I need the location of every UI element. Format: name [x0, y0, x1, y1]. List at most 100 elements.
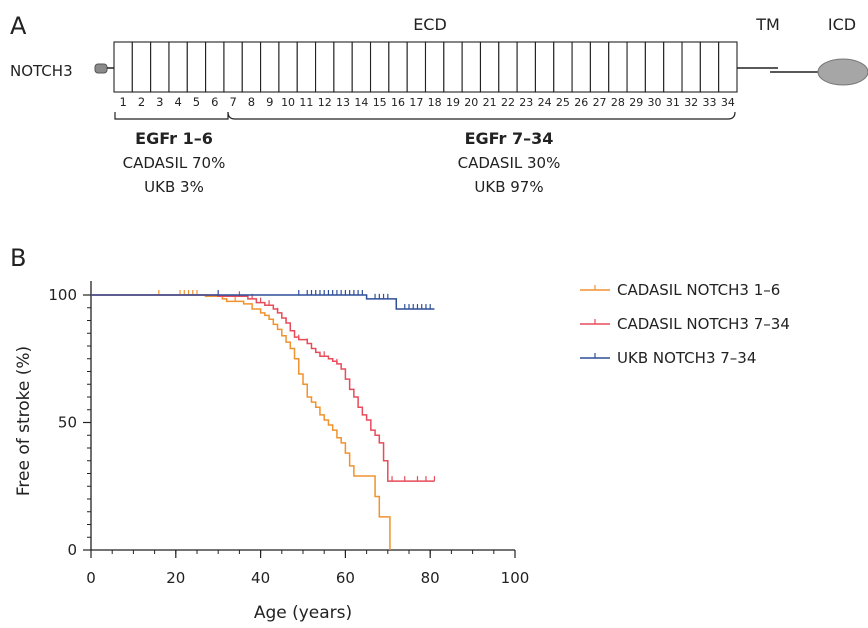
- egf-repeat-box: [516, 41, 536, 93]
- egf-repeat-number: 17: [409, 96, 423, 109]
- x-tick-label: 60: [336, 569, 355, 587]
- egf-repeat-box: [663, 41, 683, 93]
- egf-repeat-number: 34: [721, 96, 735, 109]
- bracket-egfr-1-6: [114, 112, 229, 120]
- egf-repeat-box: [369, 41, 390, 93]
- egf-repeat-number: 8: [248, 95, 255, 109]
- egf-repeat-box: [718, 41, 738, 93]
- egf-repeat-number: 26: [574, 96, 588, 109]
- notch3-gene-label: NOTCH3: [10, 62, 73, 80]
- egf-repeat-box: [388, 41, 408, 93]
- egf-repeat-number: 32: [684, 96, 698, 109]
- egf-repeat-number: 31: [666, 96, 680, 109]
- legend: CADASIL NOTCH3 1–6 CADASIL NOTCH3 7–34 UKB…: [580, 281, 790, 367]
- egf-repeat-number: 3: [156, 95, 163, 109]
- egf-repeat-number: 23: [519, 96, 533, 109]
- egf-repeat-box: [443, 41, 463, 93]
- egf-repeat-box: [223, 41, 243, 93]
- group1-ukb: UKB 3%: [144, 178, 204, 196]
- egf-repeat-number: 22: [501, 96, 515, 109]
- km-series-1-line: [91, 294, 391, 550]
- egf-repeat-number: 5: [193, 95, 200, 109]
- egf-repeat-number: 15: [373, 96, 387, 109]
- icd-label: ICD: [828, 15, 856, 34]
- egf-repeat-number: 20: [464, 96, 478, 109]
- egf-repeat-number: 24: [538, 96, 552, 109]
- egf-repeat-number: 28: [611, 96, 625, 109]
- x-tick-label: 40: [251, 569, 270, 587]
- icd-domain-ellipse: [817, 58, 868, 86]
- panel-b-letter: B: [10, 244, 26, 272]
- km-curves: [91, 290, 436, 550]
- egf-repeat-box: [168, 41, 188, 93]
- egf-repeat-number: 1: [119, 95, 126, 109]
- legend-label: CADASIL NOTCH3 1–6: [617, 281, 780, 299]
- egf-repeat-number: 19: [446, 96, 460, 109]
- egf-repeat-box: [681, 41, 701, 93]
- km-axes: 0 20 40 60 80 100 0 50 100: [48, 281, 529, 587]
- egf-repeat-number: 13: [336, 96, 350, 109]
- egf-repeat-number: 30: [648, 96, 662, 109]
- y-axis-label: Free of stroke (%): [14, 346, 34, 496]
- egf-repeat-number: 25: [556, 96, 570, 109]
- egf-repeat-box: [186, 41, 207, 93]
- x-axis-label: Age (years): [254, 603, 352, 623]
- group2-title: EGFr 7–34: [465, 129, 554, 148]
- egf-repeat-number: 29: [629, 96, 643, 109]
- panel-a-letter: A: [10, 12, 27, 40]
- km-series-2-line: [91, 294, 435, 482]
- group1-title: EGFr 1–6: [135, 129, 213, 148]
- egf-repeat-box: [260, 41, 280, 93]
- egf-repeat-numbers: 1 2 3 4 5 6 7 8 9 10 11 12 13 14 15 16 17 18 19 20 21 22 23 24 2…: [119, 95, 734, 109]
- km-series-3-line: [91, 294, 435, 310]
- egf-repeat-box: [131, 41, 152, 93]
- y-tick-label: 50: [58, 414, 77, 432]
- x-tick-label: 100: [501, 569, 530, 587]
- egf-repeat-box: [315, 41, 335, 93]
- egf-repeat-box: [424, 41, 445, 93]
- egf-repeat-box: [150, 41, 170, 93]
- group1-cadasil: CADASIL 70%: [123, 154, 226, 172]
- egf-repeat-number: 7: [229, 95, 236, 109]
- egf-repeat-number: 21: [483, 96, 497, 109]
- x-tick-label: 20: [166, 569, 185, 587]
- egf-repeat-number: 14: [354, 96, 368, 109]
- egf-repeat-number: 4: [174, 95, 181, 109]
- egf-repeat-box: [461, 41, 482, 93]
- egf-repeat-number: 27: [593, 96, 607, 109]
- egf-repeat-box: [571, 41, 591, 93]
- egf-repeat-number: 18: [428, 96, 442, 109]
- egf-repeat-box: [553, 41, 573, 93]
- y-tick-label: 0: [67, 541, 77, 559]
- egf-repeat-box: [479, 41, 500, 93]
- egf-repeat-box: [351, 41, 372, 93]
- group2-cadasil: CADASIL 30%: [458, 154, 561, 172]
- egf-repeat-boxes: [113, 41, 738, 93]
- bracket-egfr-7-34: [227, 111, 736, 120]
- signal-peptide: [94, 63, 108, 74]
- tm-label: TM: [755, 15, 780, 34]
- egf-repeat-box: [608, 41, 628, 93]
- egf-repeat-number: 33: [703, 96, 717, 109]
- egf-repeat-box: [241, 41, 262, 93]
- egf-repeat-box: [534, 41, 555, 93]
- egf-repeat-number: 9: [266, 95, 273, 109]
- egf-repeat-box: [205, 41, 225, 93]
- egf-repeat-box: [699, 41, 720, 93]
- group2-ukb: UKB 97%: [474, 178, 543, 196]
- egf-repeat-number: 6: [211, 95, 218, 109]
- y-tick-label: 100: [48, 286, 77, 304]
- egf-repeat-box: [498, 41, 518, 93]
- legend-label: UKB NOTCH3 7–34: [617, 349, 756, 367]
- egf-repeat-box: [589, 41, 610, 93]
- x-tick-label: 80: [421, 569, 440, 587]
- egf-repeat-box: [333, 41, 353, 93]
- egf-repeat-number: 10: [281, 96, 295, 109]
- legend-label: CADASIL NOTCH3 7–34: [617, 315, 790, 333]
- egf-repeat-number: 16: [391, 96, 405, 109]
- egf-repeat-box: [113, 41, 133, 93]
- egf-repeat-number: 11: [299, 96, 313, 109]
- ecd-label: ECD: [413, 15, 447, 34]
- x-tick-label: 0: [86, 569, 96, 587]
